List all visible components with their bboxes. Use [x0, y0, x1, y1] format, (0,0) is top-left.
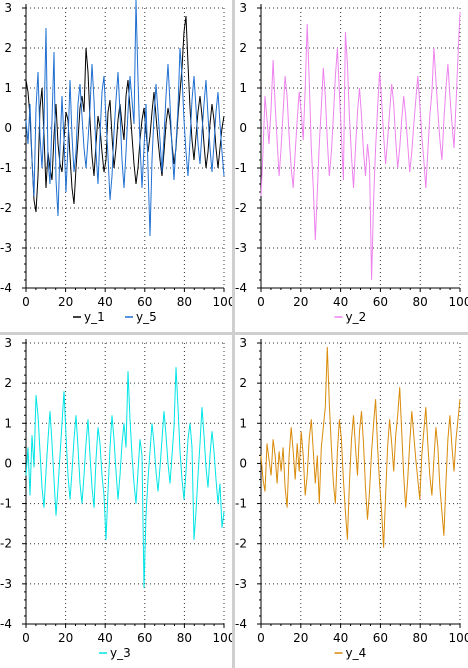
y-tick-label: 2 — [4, 376, 12, 390]
x-tick-label: 80 — [413, 631, 428, 645]
y-tick-label: 2 — [239, 376, 247, 390]
chart-panel-bottom-right: -4 -3 -2 -1 0 1 2 3 0 20 40 60 80 100 y_4 — [235, 335, 468, 668]
legend-label-y_2: y_2 — [346, 310, 367, 324]
grid-lines — [260, 7, 461, 289]
x-tick-label: 100 — [213, 295, 232, 309]
grid-lines — [25, 342, 225, 625]
y-tick-label: -4 — [0, 617, 12, 631]
x-tick-label: 0 — [22, 295, 30, 309]
series-line-y_3 — [25, 367, 225, 588]
y-tick-label: -3 — [0, 241, 12, 255]
series-line-y_2 — [260, 11, 461, 281]
y-tick-label: -3 — [0, 577, 12, 591]
x-tick-label: 20 — [58, 295, 73, 309]
y-tick-label: 0 — [4, 456, 12, 470]
y-tick-label: -2 — [0, 537, 12, 551]
y-tick-label: -4 — [235, 281, 247, 295]
y-tick-label: 1 — [239, 416, 247, 430]
legend-label-y_4: y_4 — [346, 646, 367, 660]
x-tick-label: 40 — [333, 631, 348, 645]
y-tick-label: -1 — [235, 497, 247, 511]
chart-panel-top-right: -4 -3 -2 -1 0 1 2 3 0 20 40 60 80 100 y_2 — [235, 0, 468, 332]
x-tick-label: 100 — [449, 631, 468, 645]
x-tick-label: 80 — [177, 631, 192, 645]
y-tick-label: 2 — [239, 41, 247, 55]
y-tick-label: 1 — [4, 416, 12, 430]
y-tick-label: 0 — [239, 456, 247, 470]
chart-panel-top-left: -4 -3 -2 -1 0 1 2 3 0 20 40 60 80 100 y_1 y_5 — [0, 0, 232, 332]
x-tick-label: 80 — [177, 295, 192, 309]
y-tick-label: -2 — [235, 537, 247, 551]
chart-panel-bottom-left: -4 -3 -2 -1 0 1 2 3 0 20 40 60 80 100 y_3 — [0, 335, 232, 668]
x-tick-label: 20 — [293, 631, 308, 645]
y-tick-label: -2 — [235, 201, 247, 215]
x-tick-label: 100 — [213, 631, 232, 645]
chart-svg-bottom-left: -4 -3 -2 -1 0 1 2 3 0 20 40 60 80 100 y_3 — [0, 336, 232, 660]
y-tick-label: 1 — [4, 81, 12, 95]
chart-svg-top-right: -4 -3 -2 -1 0 1 2 3 0 20 40 60 80 100 y_2 — [235, 1, 468, 324]
y-tick-label: 0 — [239, 121, 247, 135]
legend-label-y_3: y_3 — [110, 646, 131, 660]
series-line-y_4 — [260, 346, 461, 548]
y-tick-label: 3 — [239, 336, 247, 350]
x-tick-label: 0 — [22, 631, 30, 645]
y-tick-label: 3 — [4, 336, 12, 350]
x-tick-label: 40 — [333, 295, 348, 309]
x-tick-label: 100 — [449, 295, 468, 309]
y-tick-label: -3 — [235, 577, 247, 591]
chart-svg-bottom-right: -4 -3 -2 -1 0 1 2 3 0 20 40 60 80 100 y_4 — [235, 336, 468, 660]
x-tick-label: 20 — [293, 295, 308, 309]
x-tick-label: 0 — [257, 631, 265, 645]
x-tick-label: 20 — [58, 631, 73, 645]
x-tick-label: 60 — [373, 631, 388, 645]
y-tick-label: -3 — [235, 241, 247, 255]
legend: y_2 — [334, 310, 367, 324]
x-tick-label: 40 — [98, 631, 113, 645]
legend: y_4 — [334, 646, 367, 660]
legend: y_1 y_5 — [73, 310, 157, 324]
y-tick-label: 3 — [239, 1, 247, 15]
x-tick-label: 60 — [137, 631, 152, 645]
y-tick-label: -1 — [235, 161, 247, 175]
y-tick-label: 0 — [4, 121, 12, 135]
y-tick-label: 3 — [4, 1, 12, 15]
legend-label-y_5: y_5 — [136, 310, 157, 324]
chart-svg-top-left: -4 -3 -2 -1 0 1 2 3 0 20 40 60 80 100 y_1 y_5 — [0, 0, 232, 324]
y-tick-label: -1 — [0, 161, 12, 175]
y-tick-label: -4 — [235, 617, 247, 631]
x-tick-label: 60 — [373, 295, 388, 309]
y-tick-label: -2 — [0, 201, 12, 215]
y-tick-label: -1 — [0, 497, 12, 511]
y-tick-label: -4 — [0, 281, 12, 295]
y-tick-label: 2 — [4, 41, 12, 55]
series-line-y_5 — [25, 0, 225, 237]
x-tick-label: 60 — [137, 295, 152, 309]
x-tick-label: 40 — [98, 295, 113, 309]
x-tick-label: 0 — [257, 295, 265, 309]
legend: y_3 — [99, 646, 131, 660]
x-tick-label: 80 — [413, 295, 428, 309]
y-tick-label: 1 — [239, 81, 247, 95]
legend-label-y_1: y_1 — [84, 310, 105, 324]
